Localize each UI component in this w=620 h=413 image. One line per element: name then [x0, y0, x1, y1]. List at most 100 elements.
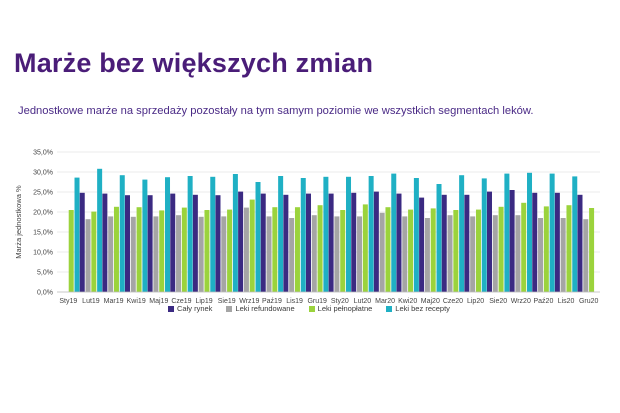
legend-label: Leki bez recepty: [395, 304, 450, 313]
bar: [294, 207, 300, 292]
bar: [566, 205, 572, 292]
y-tick-label: 20,0%: [33, 210, 53, 217]
bar: [79, 192, 85, 292]
bar: [373, 191, 379, 292]
x-tick-label: Maj19: [149, 298, 168, 305]
bar: [198, 216, 204, 292]
bar: [362, 204, 368, 292]
y-tick-label: 15,0%: [33, 230, 53, 237]
bar: [238, 191, 244, 292]
bar: [475, 209, 481, 292]
x-tick-label: Lis19: [286, 298, 303, 305]
bar: [509, 190, 515, 292]
bar: [554, 192, 560, 292]
x-tick-label: Lis20: [558, 298, 575, 305]
chart-legend: Cały rynek Leki refundowane Leki pełnopłat…: [168, 304, 450, 313]
bar: [346, 176, 352, 292]
bar: [441, 194, 447, 292]
bar: [379, 212, 385, 292]
bar: [165, 177, 171, 292]
x-tick-label: Lip20: [467, 298, 484, 305]
bar: [453, 210, 459, 292]
bar: [187, 176, 193, 292]
bar: [108, 216, 114, 292]
bar: [351, 192, 357, 292]
bar: [102, 193, 108, 292]
x-tick-label: Mar20: [375, 298, 395, 305]
bar: [204, 210, 210, 292]
bar-chart: 0,0% 5,0% 10,0% 15,0% 20,0% 25,0% 30,0% 35,0% Ma…: [14, 150, 600, 305]
bar: [470, 216, 476, 292]
bar: [549, 173, 555, 292]
bar: [142, 179, 148, 292]
x-tick-label: Gru20: [579, 298, 599, 305]
x-tick-label: Kwi19: [127, 298, 146, 305]
bar: [176, 215, 182, 292]
legend-item: Cały rynek: [168, 304, 212, 313]
bar: [572, 176, 578, 292]
bar: [504, 173, 510, 292]
y-tick-label: 25,0%: [33, 190, 53, 197]
bar: [232, 174, 238, 292]
x-tick-label: Sty20: [331, 298, 349, 305]
x-tick-label: Maj20: [421, 298, 440, 305]
bar: [368, 176, 374, 292]
bar: [357, 216, 363, 292]
bar: [492, 215, 498, 292]
bar: [396, 193, 402, 292]
bar: [498, 206, 504, 292]
x-tick-label: Sty19: [59, 298, 77, 305]
bar: [486, 191, 492, 292]
bar: [243, 207, 249, 292]
bar: [583, 219, 589, 292]
x-tick-label: Gru19: [307, 298, 327, 305]
x-tick-label: Sie20: [489, 298, 507, 305]
bar: [272, 207, 278, 292]
page-title: Marże bez większych zmian: [14, 48, 374, 78]
x-tick-label: Cze20: [443, 298, 463, 305]
bar: [136, 207, 142, 292]
bar: [124, 195, 130, 292]
bar: [436, 184, 442, 292]
bar: [459, 175, 465, 292]
bar: [340, 210, 346, 292]
y-tick-label: 35,0%: [33, 150, 53, 157]
legend-label: Cały rynek: [177, 304, 213, 313]
x-tick-label: Wrz19: [239, 298, 259, 305]
x-tick-label: Mar19: [104, 298, 124, 305]
bar: [113, 206, 119, 292]
bar: [424, 218, 430, 292]
legend-swatch: [168, 305, 174, 312]
legend-swatch: [386, 305, 393, 312]
bar: [283, 194, 289, 292]
bar: [538, 218, 544, 292]
bar: [119, 175, 125, 292]
bar: [447, 215, 453, 292]
x-tick-label: Sie19: [218, 298, 236, 305]
legend-label: Leki refundowane: [235, 304, 295, 313]
y-axis-label: Marża jednostkowa %: [14, 185, 23, 259]
bar: [97, 168, 103, 292]
y-tick-label: 5,0%: [37, 270, 53, 277]
bar: [402, 216, 408, 292]
bar: [577, 194, 583, 292]
bar: [170, 193, 176, 292]
bar: [181, 207, 187, 292]
bar: [560, 218, 566, 292]
bar: [74, 177, 80, 292]
bar: [210, 176, 216, 292]
bar: [408, 209, 414, 292]
bar: [147, 195, 153, 292]
bar: [300, 178, 306, 292]
bar: [521, 202, 527, 292]
bar: [532, 192, 538, 292]
bar: [323, 176, 329, 292]
bar: [317, 205, 323, 292]
legend-swatch: [226, 305, 233, 312]
bar: [130, 216, 136, 292]
bar: [527, 172, 533, 292]
bar: [419, 197, 425, 292]
legend-swatch: [308, 305, 315, 312]
bar: [266, 216, 272, 292]
x-tick-label: Kwi20: [398, 298, 417, 305]
